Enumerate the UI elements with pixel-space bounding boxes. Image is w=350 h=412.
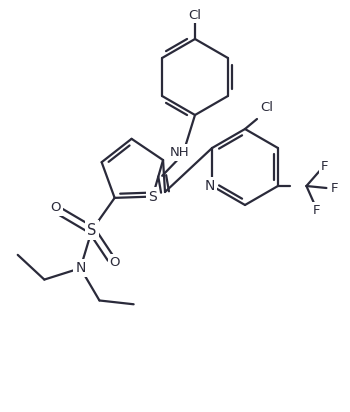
Text: F: F [321,159,328,173]
Text: N: N [205,179,215,193]
Text: F: F [313,204,320,216]
Text: O: O [110,256,120,269]
Text: O: O [50,201,61,214]
Text: S: S [148,190,157,204]
Text: Cl: Cl [189,9,202,21]
Text: F: F [331,182,338,194]
Text: S: S [87,222,97,238]
Text: N: N [75,261,86,275]
Text: NH: NH [170,146,190,159]
Text: Cl: Cl [260,101,273,113]
